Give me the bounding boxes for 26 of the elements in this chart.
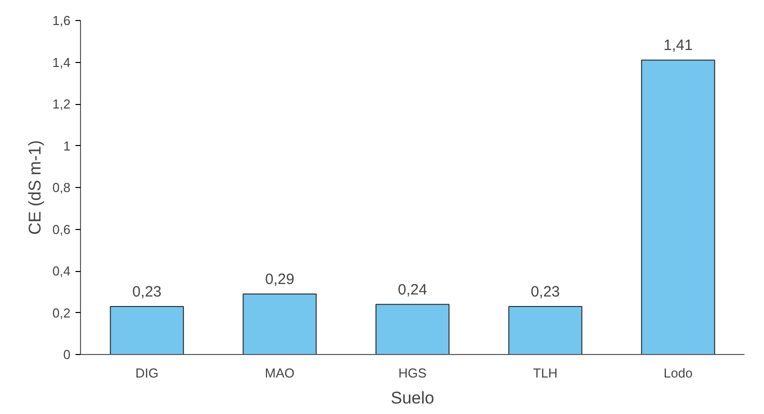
data-label: 0,29: [265, 270, 294, 288]
data-label: 0,24: [398, 281, 428, 298]
data-label: 0,23: [132, 283, 162, 300]
y-tick-label: 0,2: [52, 305, 71, 320]
y-tick-label: 0,8: [52, 180, 71, 195]
data-label: 0,23: [530, 283, 560, 300]
y-tick-label: 1: [63, 138, 71, 154]
x-tick-label: Lodo: [664, 366, 693, 380]
y-tick-label: 1,6: [52, 13, 71, 28]
y-tick-label: 0,6: [52, 222, 71, 237]
data-label: 1,41: [664, 37, 693, 54]
y-tick-label: 1,2: [52, 96, 71, 112]
x-tick-label: MAO: [264, 366, 295, 380]
y-axis-title: CE (dS m-1): [25, 140, 44, 235]
x-tick-label: HGS: [398, 366, 427, 380]
bar: [508, 306, 582, 354]
y-tick-label: 0: [63, 347, 71, 362]
bar: [110, 306, 184, 354]
bar: [641, 60, 716, 354]
y-tick-label: 1,4: [52, 54, 71, 70]
x-axis-title: Suelo: [390, 388, 434, 408]
bar: [375, 304, 450, 354]
y-tick-label: 0,4: [52, 264, 71, 278]
x-tick-label: DIG: [135, 366, 158, 380]
x-tick-label: TLH: [533, 366, 558, 380]
bar: [242, 293, 317, 354]
